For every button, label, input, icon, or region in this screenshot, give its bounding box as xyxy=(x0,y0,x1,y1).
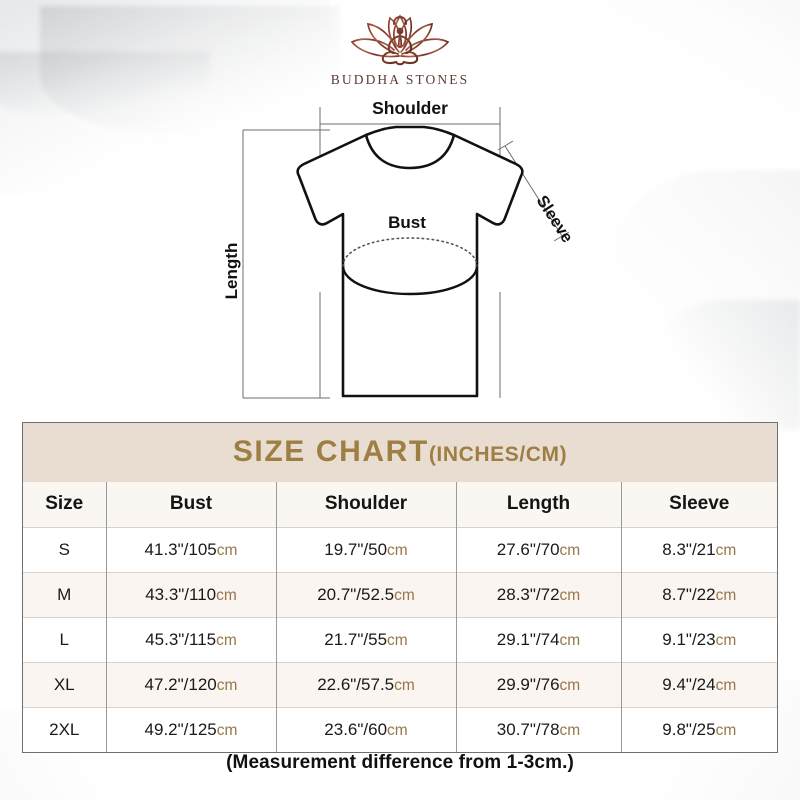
size-chart-title: SIZE CHART xyxy=(232,435,429,468)
cell-bust-value: 47.2"/120 xyxy=(144,675,217,694)
cell-shoulder-unit: cm xyxy=(387,632,408,649)
cell-bust-value: 41.3"/105 xyxy=(144,540,217,559)
tshirt-outline xyxy=(296,125,524,398)
bust-line-solid xyxy=(341,265,479,296)
column-header-size: Size xyxy=(23,482,106,528)
cell-size: 2XL xyxy=(23,707,106,752)
cell-size: M xyxy=(23,572,106,618)
cell-sleeve: 9.1"/23cm xyxy=(620,617,778,663)
table-title-row: SIZE CHART(INCHES/CM) xyxy=(23,423,778,482)
cell-size: L xyxy=(23,617,106,663)
cell-bust-value: 45.3"/115 xyxy=(145,630,217,649)
bust-label: Bust xyxy=(388,213,426,232)
cell-sleeve-value: 8.7"/22 xyxy=(662,585,716,604)
cell-shoulder-value: 22.6"/57.5 xyxy=(317,675,395,694)
cell-bust-value: 43.3"/110 xyxy=(145,585,217,604)
cell-length-unit: cm xyxy=(559,587,581,604)
cell-sleeve-unit: cm xyxy=(715,542,737,559)
table-header-row: Size Bust Shoulder Length Sleeve xyxy=(23,482,778,528)
cell-bust-unit: cm xyxy=(216,677,238,694)
cell-length: 28.3"/72cm xyxy=(455,572,621,618)
table-row: 2XL 49.2"/125cm 23.6"/60cm 30.7"/78cm 9.… xyxy=(23,707,778,752)
cell-length-unit: cm xyxy=(559,722,581,739)
cell-sleeve: 8.7"/22cm xyxy=(620,572,778,618)
table-title-cell: SIZE CHART(INCHES/CM) xyxy=(23,423,778,482)
brand-name: BUDDHA STONES xyxy=(330,72,470,87)
cell-bust: 43.3"/110cm xyxy=(105,572,276,618)
cell-length-unit: cm xyxy=(559,542,581,559)
cell-shoulder-value: 20.7"/52.5 xyxy=(317,585,395,604)
cell-sleeve-value: 8.3"/21 xyxy=(662,540,716,559)
length-label: Length xyxy=(222,243,241,300)
cell-bust: 49.2"/125cm xyxy=(105,707,276,752)
cell-shoulder-unit: cm xyxy=(394,677,415,694)
cell-bust-unit: cm xyxy=(216,722,238,739)
brand-logo: BUDDHA STONES xyxy=(0,12,800,98)
size-chart-title-units: (INCHES/CM) xyxy=(428,443,568,466)
cell-bust-value: 49.2"/125 xyxy=(144,720,217,739)
sleeve-measure-line xyxy=(497,140,570,242)
cell-bust: 47.2"/120cm xyxy=(105,662,276,708)
cell-shoulder-unit: cm xyxy=(387,722,408,739)
cell-length: 27.6"/70cm xyxy=(455,527,621,573)
cell-shoulder-value: 19.7"/50 xyxy=(324,540,388,559)
cell-length-unit: cm xyxy=(559,677,581,694)
cell-sleeve-unit: cm xyxy=(715,632,737,649)
cell-sleeve: 9.8"/25cm xyxy=(620,707,778,752)
cell-bust: 41.3"/105cm xyxy=(105,527,276,573)
column-header-length: Length xyxy=(455,482,621,528)
cell-length-value: 28.3"/72 xyxy=(496,585,560,604)
cell-shoulder: 19.7"/50cm xyxy=(275,527,456,573)
column-header-sleeve: Sleeve xyxy=(620,482,778,528)
column-header-bust: Bust xyxy=(105,482,276,528)
cell-shoulder: 22.6"/57.5cm xyxy=(275,662,456,708)
cell-size: S xyxy=(23,527,106,573)
neckline xyxy=(364,134,456,170)
cell-sleeve-unit: cm xyxy=(715,677,737,694)
measurement-difference-note: (Measurement difference from 1-3cm.) xyxy=(226,752,574,773)
cell-sleeve-value: 9.4"/24 xyxy=(662,675,716,694)
column-header-shoulder: Shoulder xyxy=(275,482,456,528)
cell-length: 30.7"/78cm xyxy=(455,707,621,752)
cell-length: 29.1"/74cm xyxy=(455,617,621,663)
cell-sleeve-unit: cm xyxy=(715,587,737,604)
cell-shoulder: 21.7"/55cm xyxy=(275,617,456,663)
cell-length-value: 30.7"/78 xyxy=(496,720,560,739)
cell-sleeve: 9.4"/24cm xyxy=(620,662,778,708)
table-row: M 43.3"/110cm 20.7"/52.5cm 28.3"/72cm 8.… xyxy=(23,572,778,618)
table-row: S 41.3"/105cm 19.7"/50cm 27.6"/70cm 8.3"… xyxy=(23,527,778,573)
cell-size: XL xyxy=(23,662,106,708)
cell-bust-unit: cm xyxy=(216,632,237,649)
sleeve-label: Sleeve xyxy=(533,192,577,246)
cell-sleeve: 8.3"/21cm xyxy=(620,527,778,573)
cell-length-value: 29.9"/76 xyxy=(496,675,560,694)
cell-shoulder-value: 21.7"/55 xyxy=(324,630,388,649)
cell-shoulder-unit: cm xyxy=(394,587,415,604)
cell-sleeve-value: 9.8"/25 xyxy=(662,720,716,739)
cell-bust: 45.3"/115cm xyxy=(105,617,276,663)
size-chart-table-container: SIZE CHART(INCHES/CM) Size Bust Shoulder… xyxy=(22,422,778,753)
cell-shoulder: 23.6"/60cm xyxy=(275,707,456,752)
cell-shoulder-unit: cm xyxy=(387,542,408,559)
tshirt-measurement-diagram: Shoulder Sleeve Bust Length xyxy=(0,96,800,416)
cell-shoulder: 20.7"/52.5cm xyxy=(275,572,456,618)
table-body: S 41.3"/105cm 19.7"/50cm 27.6"/70cm 8.3"… xyxy=(23,527,778,752)
shoulder-label: Shoulder xyxy=(372,98,448,118)
cell-sleeve-value: 9.1"/23 xyxy=(662,630,716,649)
cell-sleeve-unit: cm xyxy=(715,722,737,739)
cell-bust-unit: cm xyxy=(216,587,237,604)
cell-length-value: 27.6"/70 xyxy=(496,540,560,559)
table-row: XL 47.2"/120cm 22.6"/57.5cm 29.9"/76cm 9… xyxy=(23,662,778,708)
cell-length: 29.9"/76cm xyxy=(455,662,621,708)
cell-length-value: 29.1"/74 xyxy=(496,630,560,649)
lotus-meditation-icon xyxy=(350,14,450,66)
cell-bust-unit: cm xyxy=(216,542,238,559)
cell-shoulder-value: 23.6"/60 xyxy=(324,720,388,739)
table-row: L 45.3"/115cm 21.7"/55cm 29.1"/74cm 9.1"… xyxy=(23,617,778,663)
bust-line-dotted xyxy=(342,237,478,267)
cell-length-unit: cm xyxy=(559,632,581,649)
size-chart-table: SIZE CHART(INCHES/CM) Size Bust Shoulder… xyxy=(23,423,778,752)
